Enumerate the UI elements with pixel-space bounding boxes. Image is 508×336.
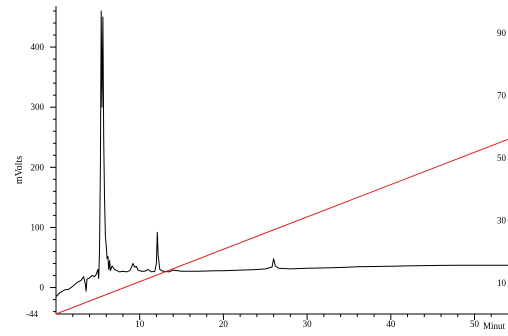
chromatogram-trace bbox=[55, 10, 508, 297]
y-tick-label: 400 bbox=[31, 42, 45, 52]
y-tick-label: 200 bbox=[31, 162, 45, 172]
y-axis-label: mVolts bbox=[14, 156, 25, 184]
x-tick-label: 30 bbox=[303, 319, 313, 329]
x-tick-label: 10 bbox=[135, 319, 145, 329]
x-axis-label: Minut bbox=[483, 321, 506, 331]
right-tick-label: 50 bbox=[497, 153, 507, 163]
y-tick-label-min: -44 bbox=[26, 309, 38, 319]
right-tick-label: 10 bbox=[497, 278, 507, 288]
right-tick-label: 90 bbox=[497, 28, 507, 38]
right-tick-label: 30 bbox=[497, 215, 507, 225]
y-tick-label: 300 bbox=[31, 102, 45, 112]
y-tick-label: 100 bbox=[31, 222, 45, 232]
x-tick-label: 50 bbox=[470, 319, 480, 329]
y-tick-label: 0 bbox=[40, 283, 45, 293]
x-tick-label: 20 bbox=[219, 319, 229, 329]
right-tick-label: 70 bbox=[497, 91, 507, 101]
gradient-line bbox=[55, 138, 508, 315]
x-tick-label: 40 bbox=[386, 319, 396, 329]
